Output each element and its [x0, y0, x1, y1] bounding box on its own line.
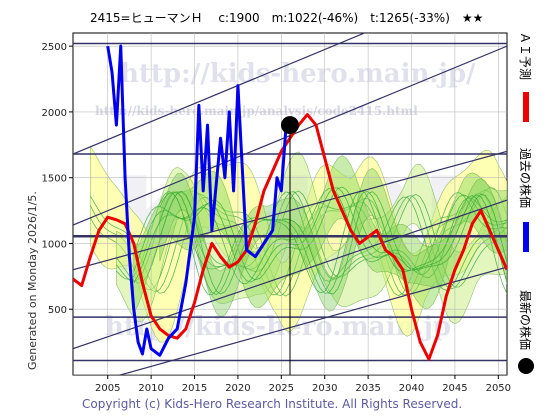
chart-title: 2415=ヒューマンＨ c:1900 m:1022(-46%) t:1265(-… — [90, 11, 483, 25]
x-tick-label: 2045 — [442, 383, 467, 394]
watermark-url-small: http://kids-hero.main.jp/analysis/code24… — [95, 104, 418, 118]
channel-line-0 — [73, 33, 367, 155]
y-tick-label: 1500 — [42, 174, 67, 185]
legend: ＡＩ予測 過去の株価 最新の株価 — [518, 32, 534, 374]
y-tick-label: 500 — [48, 305, 67, 316]
legend-swatch-ai — [523, 92, 529, 122]
x-tick-label: 2010 — [138, 383, 163, 394]
latest-price-marker — [281, 116, 299, 135]
forecast-sample-line — [159, 190, 507, 295]
y-tick-label: 2000 — [42, 108, 67, 119]
legend-label-past: 過去の株価 — [518, 148, 533, 208]
y-tick-label: 1000 — [42, 239, 67, 250]
x-tick-label: 2050 — [486, 383, 511, 394]
x-tick-label: 2035 — [355, 383, 380, 394]
y-tick-label: 2500 — [42, 42, 67, 53]
x-tick-label: 2025 — [269, 383, 294, 394]
x-tick-label: 2030 — [312, 383, 337, 394]
x-tick-label: 2040 — [399, 383, 424, 394]
legend-swatch-latest — [518, 358, 534, 374]
x-tick-label: 2005 — [95, 383, 120, 394]
legend-label-ai: ＡＩ予測 — [518, 32, 532, 80]
legend-swatch-past — [523, 222, 529, 252]
forecast-sample-line — [159, 190, 507, 296]
legend-label-latest: 最新の株価 — [518, 290, 533, 350]
axis-ticks: 2005 2010 2015 2020 2025 2030 2035 2040 2045 2050… — [42, 42, 511, 394]
series-past-price — [106, 44, 292, 357]
generated-date: Generated on Monday 2026/1/5. — [26, 191, 39, 370]
watermark-url: http://kids-hero.main.jp/ — [120, 59, 476, 89]
x-tick-label: 2015 — [182, 383, 207, 394]
copyright: Copyright (c) Kids-Hero Research Institu… — [82, 397, 462, 411]
forecast-sample-line — [159, 191, 507, 296]
x-tick-label: 2020 — [225, 383, 250, 394]
